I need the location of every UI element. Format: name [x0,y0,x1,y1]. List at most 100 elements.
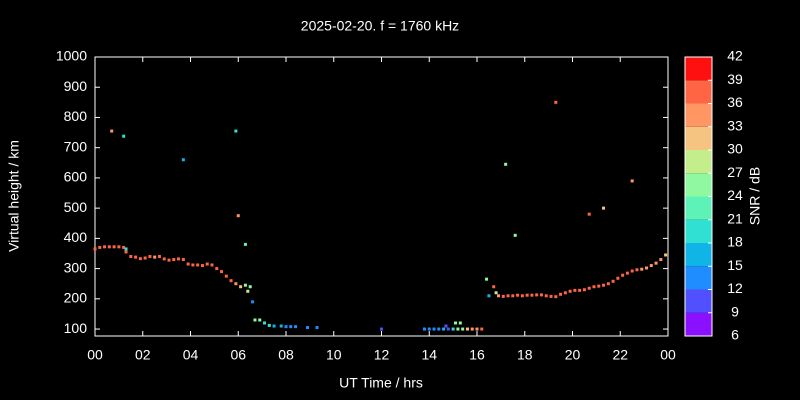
echo-point [143,256,147,260]
echo-point [229,279,233,283]
echo-point [196,263,200,267]
echo-point [157,255,161,259]
y-tick-label: 800 [64,108,88,124]
x-tick-label: 22 [612,347,628,363]
x-tick-label: 02 [135,347,151,363]
colorbar-band [685,289,712,313]
echo-point [470,327,474,331]
echo-point [504,162,508,166]
colorbar-band [685,57,712,81]
y-tick-label: 600 [64,169,88,185]
echo-point [380,327,383,331]
colorbar-band [685,126,712,150]
echo-point [117,245,121,249]
echo-point [563,291,567,295]
echo-point [640,267,644,271]
echo-point [224,274,228,278]
y-tick-label: 400 [64,229,88,245]
echo-point [243,242,247,246]
x-tick-label: 00 [87,347,103,363]
echo-point [442,327,446,331]
echo-point [578,288,582,292]
echo-point [181,258,185,262]
echo-point [138,257,142,261]
echo-point [272,324,276,328]
echo-point [215,267,219,271]
echo-point [485,277,489,281]
echo-point [167,258,171,262]
colorbar-tick-label: 36 [727,94,743,110]
y-tick-label: 1000 [56,48,87,64]
colorbar-tick-label: 9 [731,303,739,319]
echo-point [279,324,283,328]
echo-point [210,263,214,267]
echo-point [480,327,484,331]
chart-title: 2025-02-20. f = 1760 kHz [301,18,459,34]
echo-point [234,129,238,133]
echo-point [587,286,591,290]
echo-point [162,257,166,261]
echo-point [205,262,209,266]
echo-point [496,294,500,298]
colorbar-tick-label: 27 [727,164,743,180]
colorbar-band [685,80,712,104]
colorbar-band [685,103,712,127]
echo-point [294,325,298,329]
echo-point [437,327,441,331]
x-tick-label: 06 [230,347,246,363]
x-tick-label: 20 [565,347,581,363]
x-tick-label: 00 [660,347,676,363]
colorbar-label: SNR / dB [747,167,763,225]
echo-point [501,294,505,298]
echo-point [107,245,111,249]
echo-point [554,295,558,299]
echo-point [427,327,431,331]
echo-point [511,294,515,298]
echo-point [263,321,267,325]
echo-point [456,327,460,331]
echo-point [432,327,436,331]
echo-point [253,318,257,322]
colorbar-band [685,173,712,197]
colorbar-tick-label: 33 [727,117,743,133]
echo-point [315,326,319,330]
echo-point [602,283,606,287]
echo-point [200,264,204,268]
echo-point [458,321,462,325]
x-tick-label: 12 [374,347,390,363]
echo-point [630,269,634,273]
colorbar-band [685,312,712,336]
y-tick-label: 700 [64,138,88,154]
echo-point [582,288,586,292]
x-tick-label: 18 [517,347,533,363]
echo-point [516,293,520,297]
echo-point [239,285,243,289]
echo-point [559,292,563,296]
echo-point [535,293,539,297]
echo-point [635,268,639,272]
echo-point [122,134,126,138]
x-tick-label: 04 [183,347,199,363]
echo-point [525,293,529,297]
echo-point [465,327,469,331]
echo-point [597,284,601,288]
colorbar-tick-label: 12 [727,280,743,296]
echo-point [645,266,649,270]
colorbar-tick-label: 21 [727,210,743,226]
echo-point [305,326,309,330]
echo-point [112,245,116,249]
echo-point [129,255,133,259]
echo-point [520,294,524,298]
echo-point [243,283,247,287]
echo-point [444,324,448,328]
echo-point [544,294,548,298]
echo-point [492,285,496,289]
colorbar-tick-label: 15 [727,257,743,273]
echo-point [122,245,126,249]
echo-point [616,276,620,280]
colorbar-band [685,150,712,174]
echo-point [592,285,596,289]
colorbar-band [685,243,712,267]
echo-point [475,327,479,331]
